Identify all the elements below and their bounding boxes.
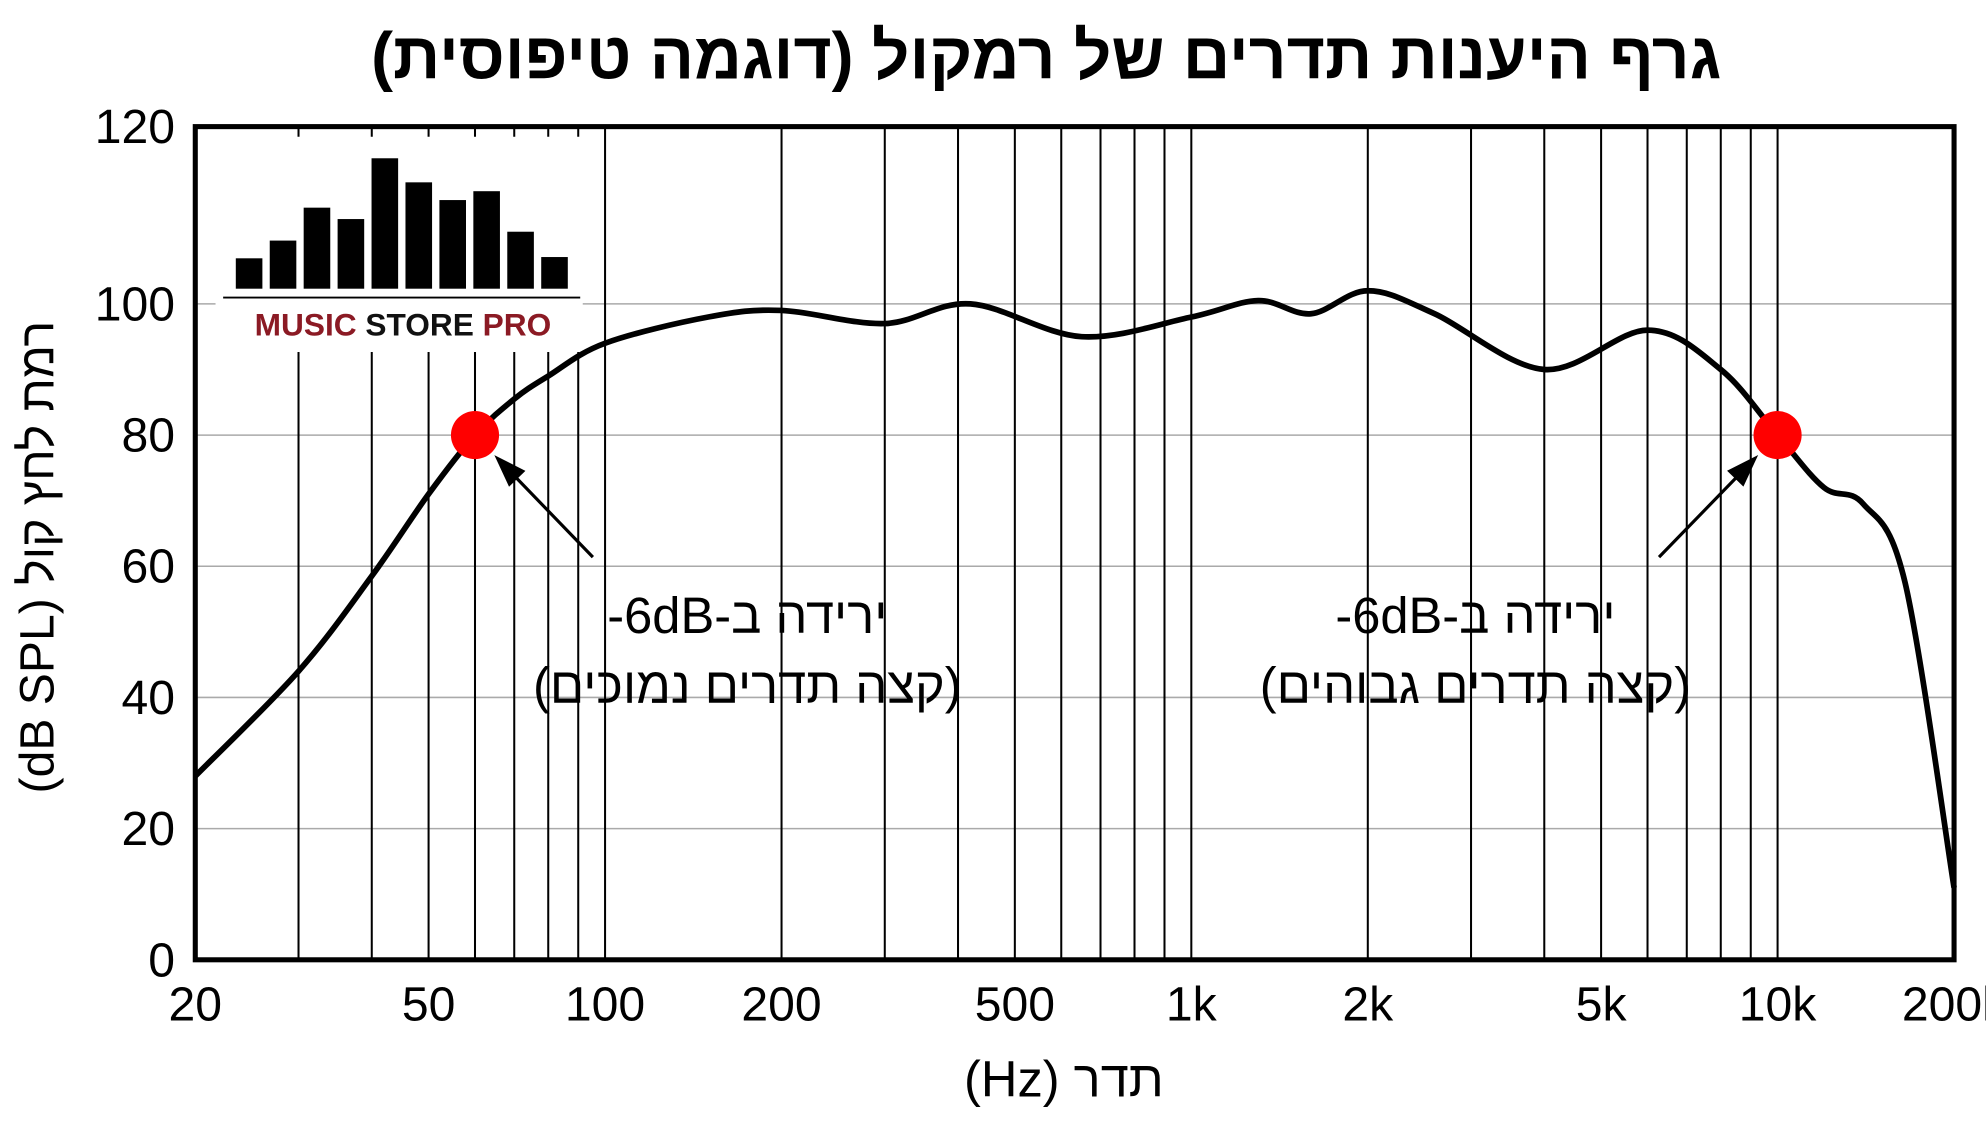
- annotation-line2: (קצה תדרים גבוהים): [1260, 657, 1691, 714]
- response-curve: [193, 287, 1957, 889]
- plot-frame: [192, 124, 1957, 963]
- y-tick-label: 0: [148, 933, 175, 987]
- x-tick-label: 2k: [1342, 978, 1394, 1032]
- x-tick-label: 50: [402, 978, 456, 1032]
- logo-word-pro: PRO: [483, 307, 552, 343]
- logo-bar: [337, 219, 365, 289]
- arrowhead-icon: [1727, 455, 1759, 487]
- logo-word-music: MUSIC: [255, 307, 357, 343]
- annotation-arrow: [509, 470, 595, 559]
- logo-bar: [405, 182, 433, 289]
- annotation-line2: (קצה תדרים נמוכים): [533, 657, 962, 714]
- x-tick-label: 20: [169, 978, 223, 1032]
- annotation-line1: ירידה ב-6dB-: [1335, 587, 1615, 644]
- x-tick-label: 5k: [1576, 978, 1628, 1032]
- logo-bar: [303, 207, 331, 289]
- logo-bar: [541, 257, 568, 289]
- y-axis-label: רמת לחץ קול (dB SPL): [10, 321, 64, 794]
- y-tick-label: 20: [122, 802, 176, 856]
- annotation-arrow: [1657, 470, 1744, 559]
- x-axis-label: תדר (Hz): [964, 1051, 1164, 1108]
- y-tick-label: 100: [95, 277, 175, 331]
- y-tick-label: 80: [122, 409, 176, 463]
- logo-bar: [473, 191, 500, 289]
- y-tick-label: 60: [122, 540, 176, 594]
- cutoff-point-marker: [450, 411, 500, 460]
- y-tick-label: 40: [122, 671, 176, 725]
- x-tick-label: 100: [565, 978, 645, 1032]
- chart-title: גרף היענות תדרים של רמקול (דוגמה טיפוסית…: [371, 19, 1721, 93]
- x-tick-label: 500: [975, 978, 1055, 1032]
- logo-bar: [507, 231, 534, 289]
- logo-bar: [371, 158, 399, 289]
- annotation-line1: ירידה ב-6dB-: [607, 587, 887, 644]
- y-tick-label: 120: [95, 100, 175, 154]
- cutoff-point-marker: [1753, 411, 1802, 460]
- logo-bar: [235, 258, 263, 289]
- logo-bar: [269, 240, 297, 289]
- music-store-pro-logo: MUSIC STORE PRO: [215, 136, 583, 353]
- x-tick-label: 10k: [1739, 978, 1818, 1032]
- x-tick-label: 200k: [1902, 978, 1986, 1032]
- x-tick-label: 200: [741, 978, 821, 1032]
- svg-text:MUSIC STORE PRO: MUSIC STORE PRO: [255, 307, 552, 343]
- logo-bar: [439, 200, 466, 289]
- arrowhead-icon: [494, 455, 526, 487]
- logo-word-store: STORE: [365, 307, 473, 343]
- x-tick-label: 1k: [1166, 978, 1218, 1032]
